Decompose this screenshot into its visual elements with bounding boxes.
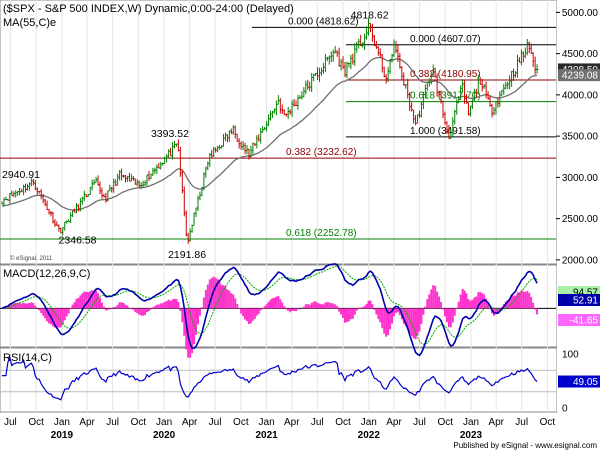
- fib-label: 0.382 (3232.62): [286, 147, 357, 158]
- macd-title: MACD(12,26,9,C): [3, 268, 90, 280]
- x-month-label: Oct: [437, 417, 453, 428]
- watermark: © eSignal, 2011: [10, 255, 53, 262]
- time-x-axis: Jul Oct Jan Apr Jul Oct Jan Apr Jul Oct Jan Apr Jul O…: [4, 417, 555, 441]
- x-month-label: Apr: [386, 417, 402, 428]
- swing-label: 3393.52: [151, 128, 189, 140]
- price-tag: [558, 69, 600, 82]
- rsi-value-label: 49.05: [573, 377, 598, 388]
- swing-label: 2940.91: [2, 169, 40, 181]
- price-y-axis: 2000.00 2500.00 3000.00 3500.00 4000.00 4500.…: [556, 8, 600, 266]
- x-month-label: Oct: [28, 417, 44, 428]
- x-month-label: Apr: [79, 417, 95, 428]
- x-month-label: Oct: [335, 417, 351, 428]
- x-month-label: Jan: [156, 417, 172, 428]
- rsi-title: RSI(14,C): [3, 352, 52, 364]
- x-month-label: Jan: [361, 417, 377, 428]
- x-month-label: Oct: [233, 417, 249, 428]
- x-month-label: Jan: [259, 417, 275, 428]
- x-year-label: 2020: [153, 430, 176, 441]
- y-tick-label: 5000.00: [562, 8, 599, 19]
- published-by: Published by eSignal - www.esignal.com: [453, 441, 597, 450]
- ma-line: [1, 56, 538, 211]
- y-tick-label: 4000.00: [562, 90, 599, 101]
- macd-value-label: 94.57: [573, 288, 598, 299]
- x-month-label: Oct: [540, 417, 556, 428]
- price-bars: [1, 17, 539, 244]
- swing-label: 2346.58: [59, 234, 97, 246]
- x-month-label: Apr: [182, 417, 198, 428]
- x-month-label: Jul: [311, 417, 324, 428]
- macd-value-tag: [558, 314, 600, 326]
- price-grid: [9, 0, 548, 412]
- rsi-tick-label: 100: [562, 350, 579, 361]
- fib-label: 0.000 (4607.07): [410, 34, 481, 45]
- macd-line: [1, 263, 538, 357]
- x-month-label: Jul: [413, 417, 426, 428]
- fib-label: 0.000 (4818.62): [288, 16, 359, 27]
- chart-title: ($SPX - S&P 500 INDEX,W) Dynamic,0:00-24…: [3, 3, 294, 15]
- x-month-label: Jul: [4, 417, 17, 428]
- price-tag-label: 4239.08: [562, 71, 599, 82]
- rsi-series: 05010049.05: [0, 350, 600, 415]
- x-month-label: Jul: [515, 417, 528, 428]
- fib-label: 1.000 (3491.58): [410, 126, 481, 137]
- macd-value-tag: [558, 294, 600, 306]
- x-month-label: Jul: [106, 417, 119, 428]
- macd-value-label: 52.91: [573, 296, 598, 307]
- fibonacci-levels: 0.000 (4818.62) 0.382 (3232.62) 0.618 (225…: [0, 16, 556, 240]
- price-annotations: 2940.91 2346.58 3393.52 2191.86 4818.62: [2, 9, 389, 261]
- x-month-label: Apr: [488, 417, 504, 428]
- y-tick-label: 2000.00: [562, 255, 599, 266]
- y-tick-label: 3500.00: [562, 132, 599, 143]
- moving-average: [1, 56, 538, 211]
- x-year-label: 2022: [358, 430, 381, 441]
- ma-label: MA(55,C)e: [3, 17, 56, 29]
- rsi-line: [2, 355, 538, 401]
- y-tick-label: 2500.00: [562, 214, 599, 225]
- x-year-label: 2019: [51, 430, 74, 441]
- price-panel[interactable]: [0, 0, 558, 265]
- fib-label: 0.618 (2252.78): [286, 228, 357, 239]
- x-year-label: 2023: [460, 430, 483, 441]
- swing-label: 2191.86: [168, 249, 206, 261]
- x-year-label: 2021: [255, 430, 278, 441]
- swing-label: 4818.62: [351, 9, 389, 21]
- rsi-tick-label: 0: [562, 404, 568, 415]
- fib-label: 0.618 (3917.70): [410, 91, 481, 102]
- macd-value-label: -41.65: [570, 316, 599, 327]
- x-month-label: Jul: [209, 417, 222, 428]
- y-tick-label: 4500.00: [562, 49, 599, 60]
- rsi-value-tag: [558, 375, 600, 388]
- x-month-label: Jan: [54, 417, 70, 428]
- y-tick-label: 3000.00: [562, 173, 599, 184]
- x-month-label: Jan: [463, 417, 479, 428]
- x-month-label: Oct: [131, 417, 147, 428]
- fib-label: 0.382 (4180.95): [410, 69, 481, 80]
- macd-signal-line: [1, 265, 538, 345]
- x-month-label: Apr: [284, 417, 300, 428]
